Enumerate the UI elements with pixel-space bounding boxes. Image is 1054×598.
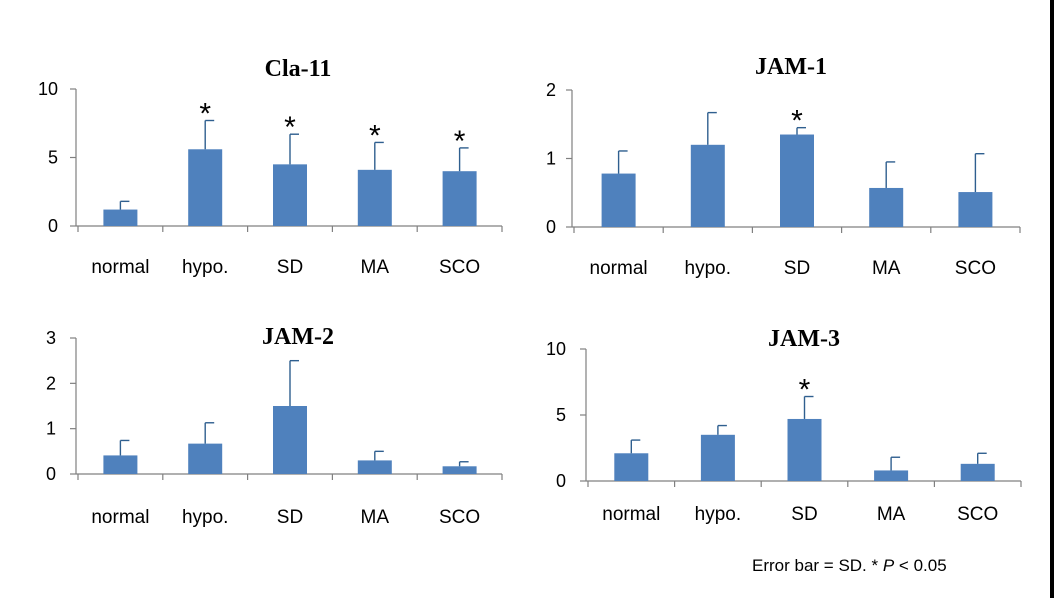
chart-1-category-label: hypo.	[182, 257, 228, 278]
chart-2-category-label: hypo.	[685, 258, 731, 279]
chart-1-category-label: SCO	[439, 257, 480, 278]
chart-3-ytick-label: 0	[46, 464, 56, 484]
chart-1-bar	[273, 164, 307, 226]
chart-2-category-label: MA	[872, 258, 901, 279]
footnote: Error bar = SD. * P < 0.05	[752, 556, 947, 576]
chart-2-category-label: SCO	[955, 258, 996, 279]
chart-1-bar	[442, 171, 477, 226]
chart-1-significance-star: *	[199, 98, 211, 131]
chart-3-bar	[103, 455, 138, 474]
chart-4-ytick-label: 0	[556, 471, 566, 491]
chart-4-title: JAM-3	[768, 326, 840, 352]
chart-2-bar	[780, 134, 814, 227]
chart-1-bar	[188, 149, 223, 226]
chart-4-bar	[700, 434, 735, 481]
right-border	[1050, 0, 1054, 598]
chart-4-significance-star: *	[799, 374, 811, 407]
chart-2-category-label: normal	[590, 258, 648, 279]
chart-1-ytick-label: 10	[38, 79, 58, 99]
chart-3-ytick-label: 2	[46, 373, 56, 393]
chart-2-ytick-label: 1	[546, 149, 556, 169]
chart-3-ytick-label: 3	[46, 328, 56, 348]
chart-1-title: Cla-11	[265, 56, 332, 82]
chart-4-bar	[960, 463, 995, 481]
chart-1-significance-star: *	[284, 111, 296, 144]
chart-3-category-label: SCO	[439, 507, 480, 528]
chart-2-bar	[958, 192, 993, 227]
chart-4-ytick-label: 5	[556, 405, 566, 425]
chart-4-bar	[874, 470, 909, 481]
chart-1-bar	[357, 169, 392, 226]
chart-2-significance-star: *	[791, 105, 803, 138]
chart-1-ytick-label: 0	[48, 216, 58, 236]
chart-2-title: JAM-1	[755, 54, 827, 80]
chart-3-category-label: MA	[361, 507, 390, 528]
footnote-threshold: < 0.05	[894, 556, 947, 575]
chart-2-category-label: SD	[784, 258, 810, 279]
chart-1-bar	[103, 209, 138, 226]
chart-3-ytick-label: 1	[46, 419, 56, 439]
chart-3-bar	[357, 460, 392, 474]
chart-2-bar	[869, 187, 904, 227]
chart-1-category-label: normal	[91, 257, 149, 278]
chart-4-category-label: hypo.	[695, 504, 741, 525]
chart-4-bar	[787, 418, 822, 481]
chart-2-bar	[690, 144, 725, 227]
chart-1-category-label: MA	[361, 257, 390, 278]
chart-4-ytick-label: 10	[546, 339, 566, 359]
chart-3-bar	[188, 443, 223, 474]
chart-1-significance-star: *	[454, 125, 466, 158]
footnote-text: Error bar = SD. *	[752, 556, 883, 575]
chart-3-category-label: normal	[91, 507, 149, 528]
chart-2-bar	[601, 173, 636, 227]
chart-3-title: JAM-2	[262, 324, 334, 350]
chart-1-category-label: SD	[277, 257, 303, 278]
chart-4-category-label: SD	[791, 504, 817, 525]
chart-4-bar	[614, 453, 649, 481]
chart-2-ytick-label: 2	[546, 80, 556, 100]
chart-4-category-label: MA	[877, 504, 906, 525]
chart-3-category-label: SD	[277, 507, 303, 528]
chart-1-ytick-label: 5	[48, 148, 58, 168]
chart-3-bar	[273, 406, 307, 474]
chart-3-category-label: hypo.	[182, 507, 228, 528]
chart-2-ytick-label: 0	[546, 217, 556, 237]
footnote-p-symbol: P	[882, 556, 895, 575]
chart-1-significance-star: *	[369, 119, 381, 152]
chart-3-bar	[442, 466, 477, 474]
chart-4-category-label: SCO	[957, 504, 998, 525]
chart-4-category-label: normal	[602, 504, 660, 525]
